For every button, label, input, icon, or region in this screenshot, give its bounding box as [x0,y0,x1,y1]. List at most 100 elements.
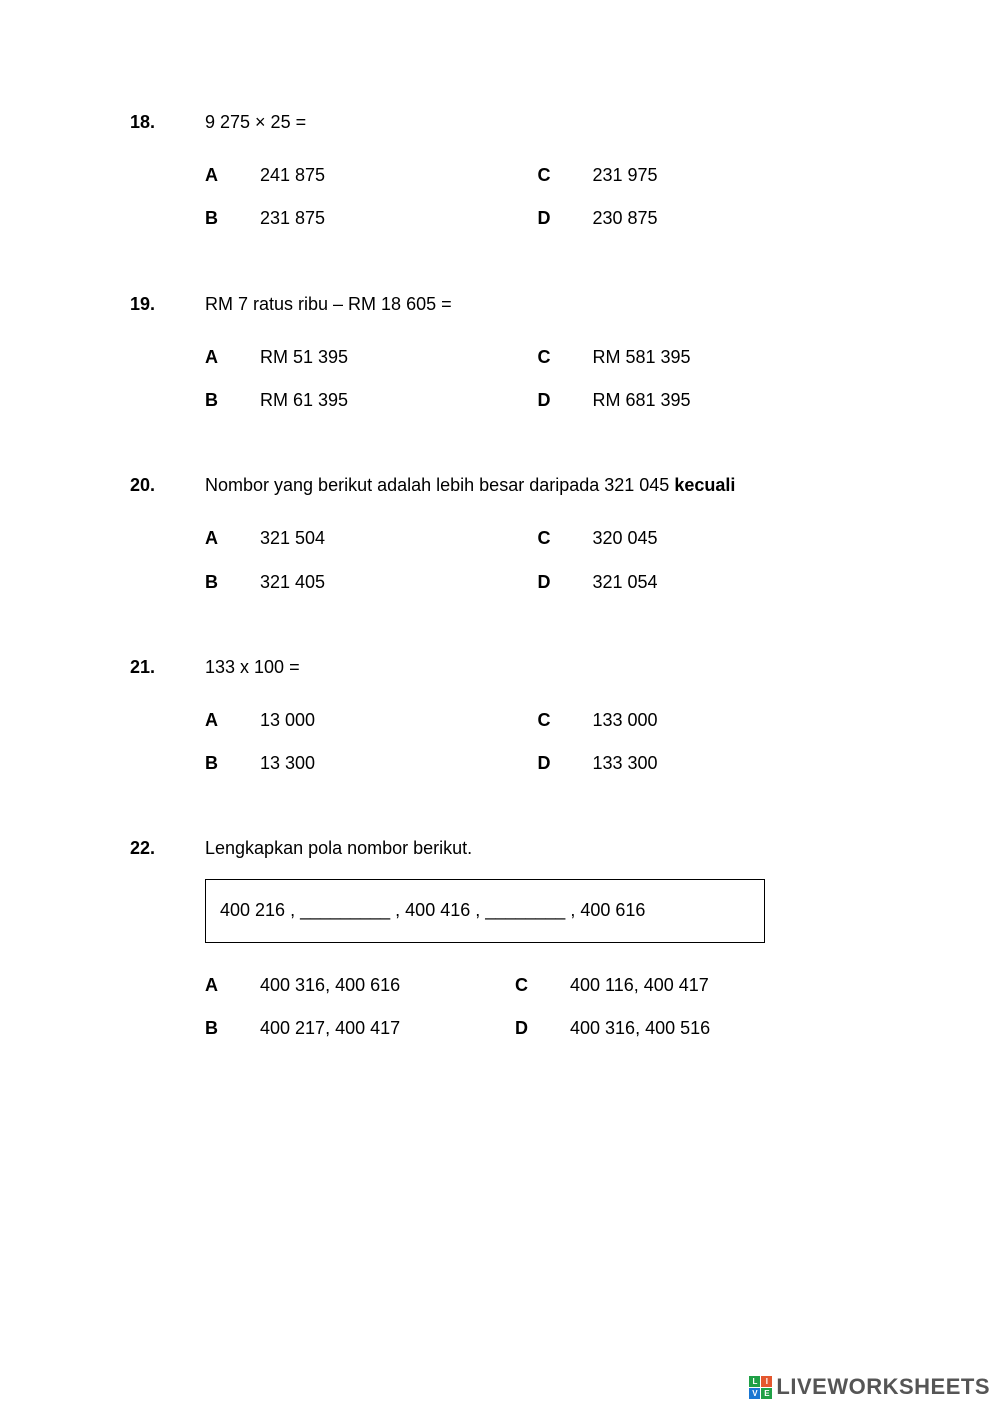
option-letter: C [538,163,593,188]
question-number: 22. [130,836,205,861]
question-row: 22. Lengkapkan pola nombor berikut. [130,836,870,861]
option-value: RM 51 395 [260,345,538,370]
option-letter: C [515,973,570,998]
option-b[interactable]: B 13 300 [205,751,538,776]
option-b[interactable]: B 321 405 [205,570,538,595]
question-number: 19. [130,292,205,317]
option-row: B 13 300 D 133 300 [205,751,870,776]
option-c[interactable]: C 400 116, 400 417 [515,973,825,998]
option-d[interactable]: D 230 875 [538,206,871,231]
option-a[interactable]: A 400 316, 400 616 [205,973,515,998]
worksheet-page: 18. 9 275 × 25 = A 241 875 C 231 975 B 2… [0,0,1000,1041]
option-letter: A [205,163,260,188]
option-row: A RM 51 395 C RM 581 395 [205,345,870,370]
question-text: 133 x 100 = [205,655,870,680]
option-row: A 13 000 C 133 000 [205,708,870,733]
option-d[interactable]: D 400 316, 400 516 [515,1016,825,1041]
option-letter: C [538,526,593,551]
option-letter: C [538,708,593,733]
option-value: 231 975 [593,163,871,188]
question-text: 9 275 × 25 = [205,110,870,135]
option-row: B 321 405 D 321 054 [205,570,870,595]
option-value: 400 316, 400 616 [260,973,515,998]
option-value: 320 045 [593,526,871,551]
option-letter: D [538,570,593,595]
option-value: RM 61 395 [260,388,538,413]
option-value: 321 405 [260,570,538,595]
question-number: 21. [130,655,205,680]
option-c[interactable]: C 133 000 [538,708,871,733]
watermark-block: I [761,1376,772,1387]
option-value: 231 875 [260,206,538,231]
question-21: 21. 133 x 100 = A 13 000 C 133 000 B 13 … [130,655,870,777]
question-18: 18. 9 275 × 25 = A 241 875 C 231 975 B 2… [130,110,870,232]
option-letter: D [538,206,593,231]
watermark-text: LIVEWORKSHEETS [776,1372,990,1403]
option-value: RM 581 395 [593,345,871,370]
option-letter: B [205,751,260,776]
option-letter: A [205,708,260,733]
option-a[interactable]: A 13 000 [205,708,538,733]
option-a[interactable]: A 321 504 [205,526,538,551]
option-letter: A [205,526,260,551]
pattern-box: 400 216 , _________ , 400 416 , ________… [205,879,765,942]
option-letter: D [538,751,593,776]
question-text: RM 7 ratus ribu – RM 18 605 = [205,292,870,317]
option-d[interactable]: D 321 054 [538,570,871,595]
question-19: 19. RM 7 ratus ribu – RM 18 605 = A RM 5… [130,292,870,414]
watermark-blocks: L I V E [749,1376,772,1399]
question-text-pre: Nombor yang berikut adalah lebih besar d… [205,475,674,495]
option-letter: B [205,388,260,413]
option-letter: A [205,345,260,370]
options-block: A 13 000 C 133 000 B 13 300 D 133 300 [205,708,870,776]
option-letter: B [205,570,260,595]
watermark-block: E [761,1388,772,1399]
option-b[interactable]: B 400 217, 400 417 [205,1016,515,1041]
option-value: 321 504 [260,526,538,551]
option-value: 230 875 [593,206,871,231]
option-letter: C [538,345,593,370]
options-block: A 400 316, 400 616 C 400 116, 400 417 B … [205,973,870,1041]
option-value: 13 300 [260,751,538,776]
watermark-block: V [749,1388,760,1399]
question-row: 18. 9 275 × 25 = [130,110,870,135]
option-c[interactable]: C 320 045 [538,526,871,551]
option-d[interactable]: D RM 681 395 [538,388,871,413]
option-letter: D [515,1016,570,1041]
option-letter: B [205,206,260,231]
options-block: A 321 504 C 320 045 B 321 405 D 321 054 [205,526,870,594]
option-value: 400 217, 400 417 [260,1016,515,1041]
options-block: A RM 51 395 C RM 581 395 B RM 61 395 D R… [205,345,870,413]
option-b[interactable]: B RM 61 395 [205,388,538,413]
question-text: Nombor yang berikut adalah lebih besar d… [205,473,870,498]
option-d[interactable]: D 133 300 [538,751,871,776]
question-row: 21. 133 x 100 = [130,655,870,680]
option-value: 400 116, 400 417 [570,973,825,998]
option-row: B RM 61 395 D RM 681 395 [205,388,870,413]
option-letter: B [205,1016,260,1041]
option-letter: A [205,973,260,998]
option-letter: D [538,388,593,413]
option-row: B 400 217, 400 417 D 400 316, 400 516 [205,1016,870,1041]
options-block: A 241 875 C 231 975 B 231 875 D 230 875 [205,163,870,231]
option-value: RM 681 395 [593,388,871,413]
watermark-block: L [749,1376,760,1387]
option-a[interactable]: A 241 875 [205,163,538,188]
option-c[interactable]: C RM 581 395 [538,345,871,370]
question-22: 22. Lengkapkan pola nombor berikut. 400 … [130,836,870,1041]
option-a[interactable]: A RM 51 395 [205,345,538,370]
option-value: 400 316, 400 516 [570,1016,825,1041]
question-text: Lengkapkan pola nombor berikut. [205,836,870,861]
option-value: 13 000 [260,708,538,733]
option-row: A 321 504 C 320 045 [205,526,870,551]
option-c[interactable]: C 231 975 [538,163,871,188]
option-row: A 241 875 C 231 975 [205,163,870,188]
option-value: 133 000 [593,708,871,733]
question-20: 20. Nombor yang berikut adalah lebih bes… [130,473,870,595]
question-number: 20. [130,473,205,498]
option-b[interactable]: B 231 875 [205,206,538,231]
question-row: 19. RM 7 ratus ribu – RM 18 605 = [130,292,870,317]
option-value: 241 875 [260,163,538,188]
option-value: 133 300 [593,751,871,776]
option-value: 321 054 [593,570,871,595]
